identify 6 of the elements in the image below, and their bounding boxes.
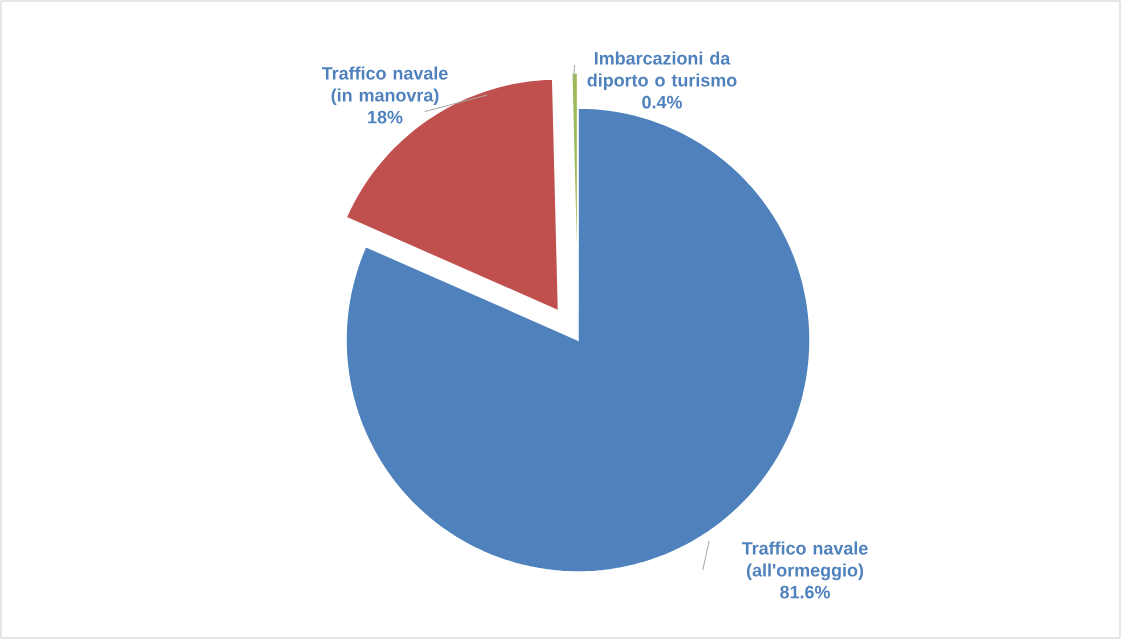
data-label: 81.6% [780,585,830,599]
slice-label: Imbarcazioni da diporto o turismo [587,51,737,91]
slice-label: Traffico navale (all'ormeggio) [741,541,868,581]
slice-label: Traffico navale (in manovra) [321,66,448,106]
data-label: 18% [368,110,403,124]
data-label: 0.4% [642,95,682,109]
